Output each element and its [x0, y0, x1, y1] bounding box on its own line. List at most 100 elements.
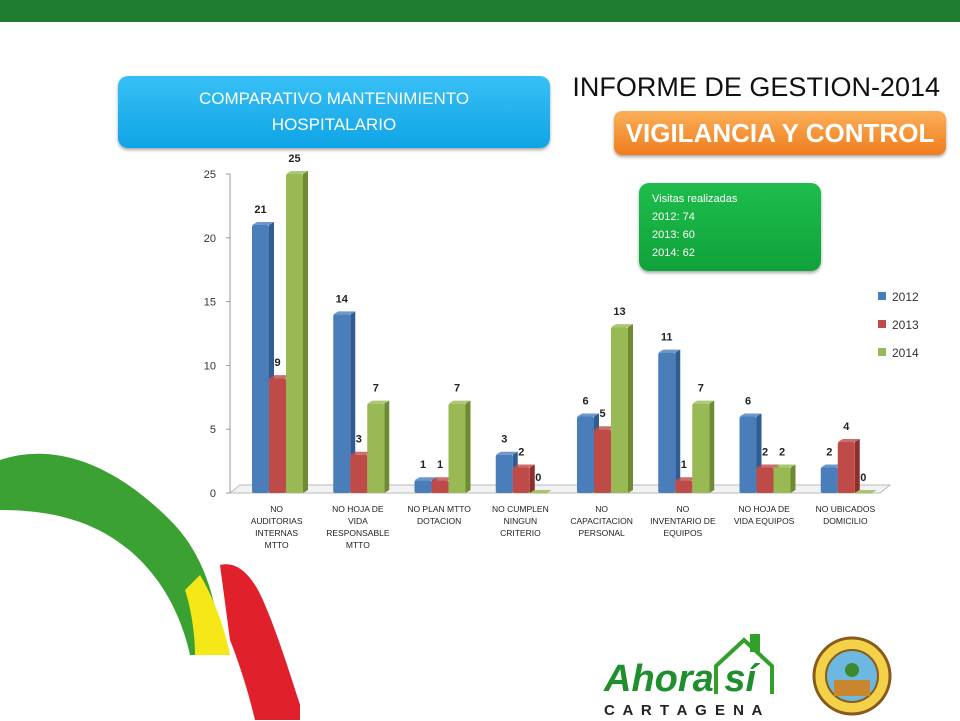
- x-tick-label: NO HOJA DE: [332, 504, 384, 514]
- data-label: 5: [599, 408, 605, 420]
- bar-2014: [529, 493, 547, 494]
- top-green-bar: [0, 0, 960, 22]
- bar-top-2013: [350, 451, 373, 455]
- x-tick-label: NO: [270, 504, 283, 514]
- bar-top-2014: [773, 464, 796, 468]
- bar-side-2014: [303, 171, 308, 493]
- bar-top-2012: [739, 413, 762, 417]
- bar-top-2014: [448, 400, 471, 404]
- page-title: INFORME DE GESTION-2014: [572, 72, 940, 102]
- data-label: 7: [373, 383, 379, 395]
- bar-side-2012: [675, 349, 681, 493]
- bar-side-2014: [384, 400, 390, 493]
- x-tick-label: NO UBICADOS: [816, 504, 876, 514]
- x-tick-label: NO: [677, 504, 690, 514]
- bar-2012: [577, 416, 594, 493]
- bar-top-2012: [414, 477, 437, 481]
- data-label: 2: [779, 446, 785, 458]
- bar-2013: [269, 378, 286, 493]
- bar-top-2013: [675, 477, 698, 481]
- x-tick-label: NINGUN: [504, 516, 538, 526]
- chart-title-line-2: HOSPITALARIO: [271, 115, 397, 134]
- bar-2012: [252, 225, 269, 494]
- bar-top-2014: [692, 400, 715, 404]
- data-label: 2: [826, 446, 832, 458]
- city-text: C A R T A G E N A: [604, 702, 765, 719]
- visits-line-2014: 2014: 62: [652, 247, 695, 259]
- visits-box: Visitas realizadas 2012: 74 2013: 60 201…: [639, 183, 821, 271]
- x-tick-label: INTERNAS: [255, 528, 298, 538]
- legend-swatch-2014: [878, 348, 886, 356]
- x-tick-label: AUDITORIAS: [251, 516, 303, 526]
- chart-title-line-1: COMPARATIVO MANTENIMIENTO: [198, 89, 470, 108]
- x-tick-label: NO HOJA DE: [738, 504, 790, 514]
- y-tick-label: 15: [204, 297, 216, 309]
- data-label: 2: [762, 446, 768, 458]
- bar-2013: [675, 480, 693, 493]
- x-tick-label: EQUIPOS: [664, 528, 703, 538]
- x-tick-label: CRITERIO: [500, 528, 541, 538]
- y-tick-label: 5: [210, 424, 216, 436]
- y-tick-label: 25: [204, 169, 216, 181]
- bar-top-2012: [252, 222, 274, 226]
- bar-top-2012: [577, 413, 599, 417]
- bar-side-2014: [790, 464, 796, 493]
- y-tick-label: 10: [204, 360, 216, 372]
- bar-top-2012: [658, 349, 681, 353]
- data-label: 6: [582, 395, 588, 407]
- x-tick-label: VIDA: [348, 516, 368, 526]
- data-label: 1: [437, 459, 443, 471]
- bar-2012: [414, 480, 432, 493]
- data-label: 4: [843, 421, 850, 433]
- data-label: 1: [420, 459, 426, 471]
- seal-icon: [812, 636, 892, 716]
- x-tick-label: DOTACION: [417, 516, 461, 526]
- bar-2014: [854, 493, 872, 494]
- x-tick-label: NO: [595, 504, 608, 514]
- bar-2014: [692, 403, 710, 493]
- bar-side-2014: [628, 324, 633, 493]
- bar-top-2014: [854, 490, 877, 493]
- data-label: 2: [518, 446, 524, 458]
- bar-top-2014: [529, 490, 552, 493]
- x-tick-label: NO PLAN MTTO: [407, 504, 471, 514]
- data-label: 1: [681, 459, 687, 471]
- bar-top-2012: [495, 451, 518, 455]
- house-outline-icon: [714, 634, 774, 694]
- bar-2013: [512, 467, 530, 493]
- bar-top-2013: [837, 438, 860, 442]
- data-label: 0: [535, 472, 541, 484]
- bar-2013: [431, 480, 449, 493]
- bar-2014: [773, 467, 791, 493]
- x-tick-label: PERSONAL: [578, 528, 625, 538]
- y-tick-label: 0: [210, 488, 216, 500]
- bar-2013: [594, 429, 611, 493]
- data-label: 14: [336, 293, 349, 305]
- data-label: 13: [613, 306, 625, 318]
- bar-2012: [333, 314, 351, 493]
- x-tick-label: NO CUMPLEN: [492, 504, 549, 514]
- subtitle-badge: VIGILANCIA Y CONTROL: [614, 111, 946, 155]
- data-label: 0: [860, 472, 866, 484]
- visits-heading: Visitas realizadas: [652, 193, 738, 205]
- city-seal-logo: [812, 636, 892, 716]
- bar-top-2013: [431, 477, 454, 481]
- data-label: 3: [501, 434, 507, 446]
- bar-side-2013: [529, 464, 535, 493]
- bar-2012: [820, 467, 838, 493]
- bar-2012: [495, 454, 513, 493]
- bar-2013: [350, 454, 368, 493]
- bar-2013: [837, 441, 855, 493]
- bar-side-2014: [709, 400, 715, 493]
- bar-top-2014: [286, 171, 308, 174]
- ahora-si-logo: Ahora sí C A R T A G E N A: [600, 630, 790, 720]
- legend-label: 2014: [892, 346, 919, 360]
- x-tick-label: MTTO: [346, 540, 370, 550]
- bar-top-2014: [611, 324, 633, 328]
- x-tick-label: DOMICILIO: [823, 516, 868, 526]
- bar-2013: [756, 467, 774, 493]
- x-tick-label: CAPACITACION: [570, 516, 633, 526]
- visits-line-2013: 2013: 60: [652, 229, 695, 241]
- visits-line-2012: 2012: 74: [652, 211, 695, 223]
